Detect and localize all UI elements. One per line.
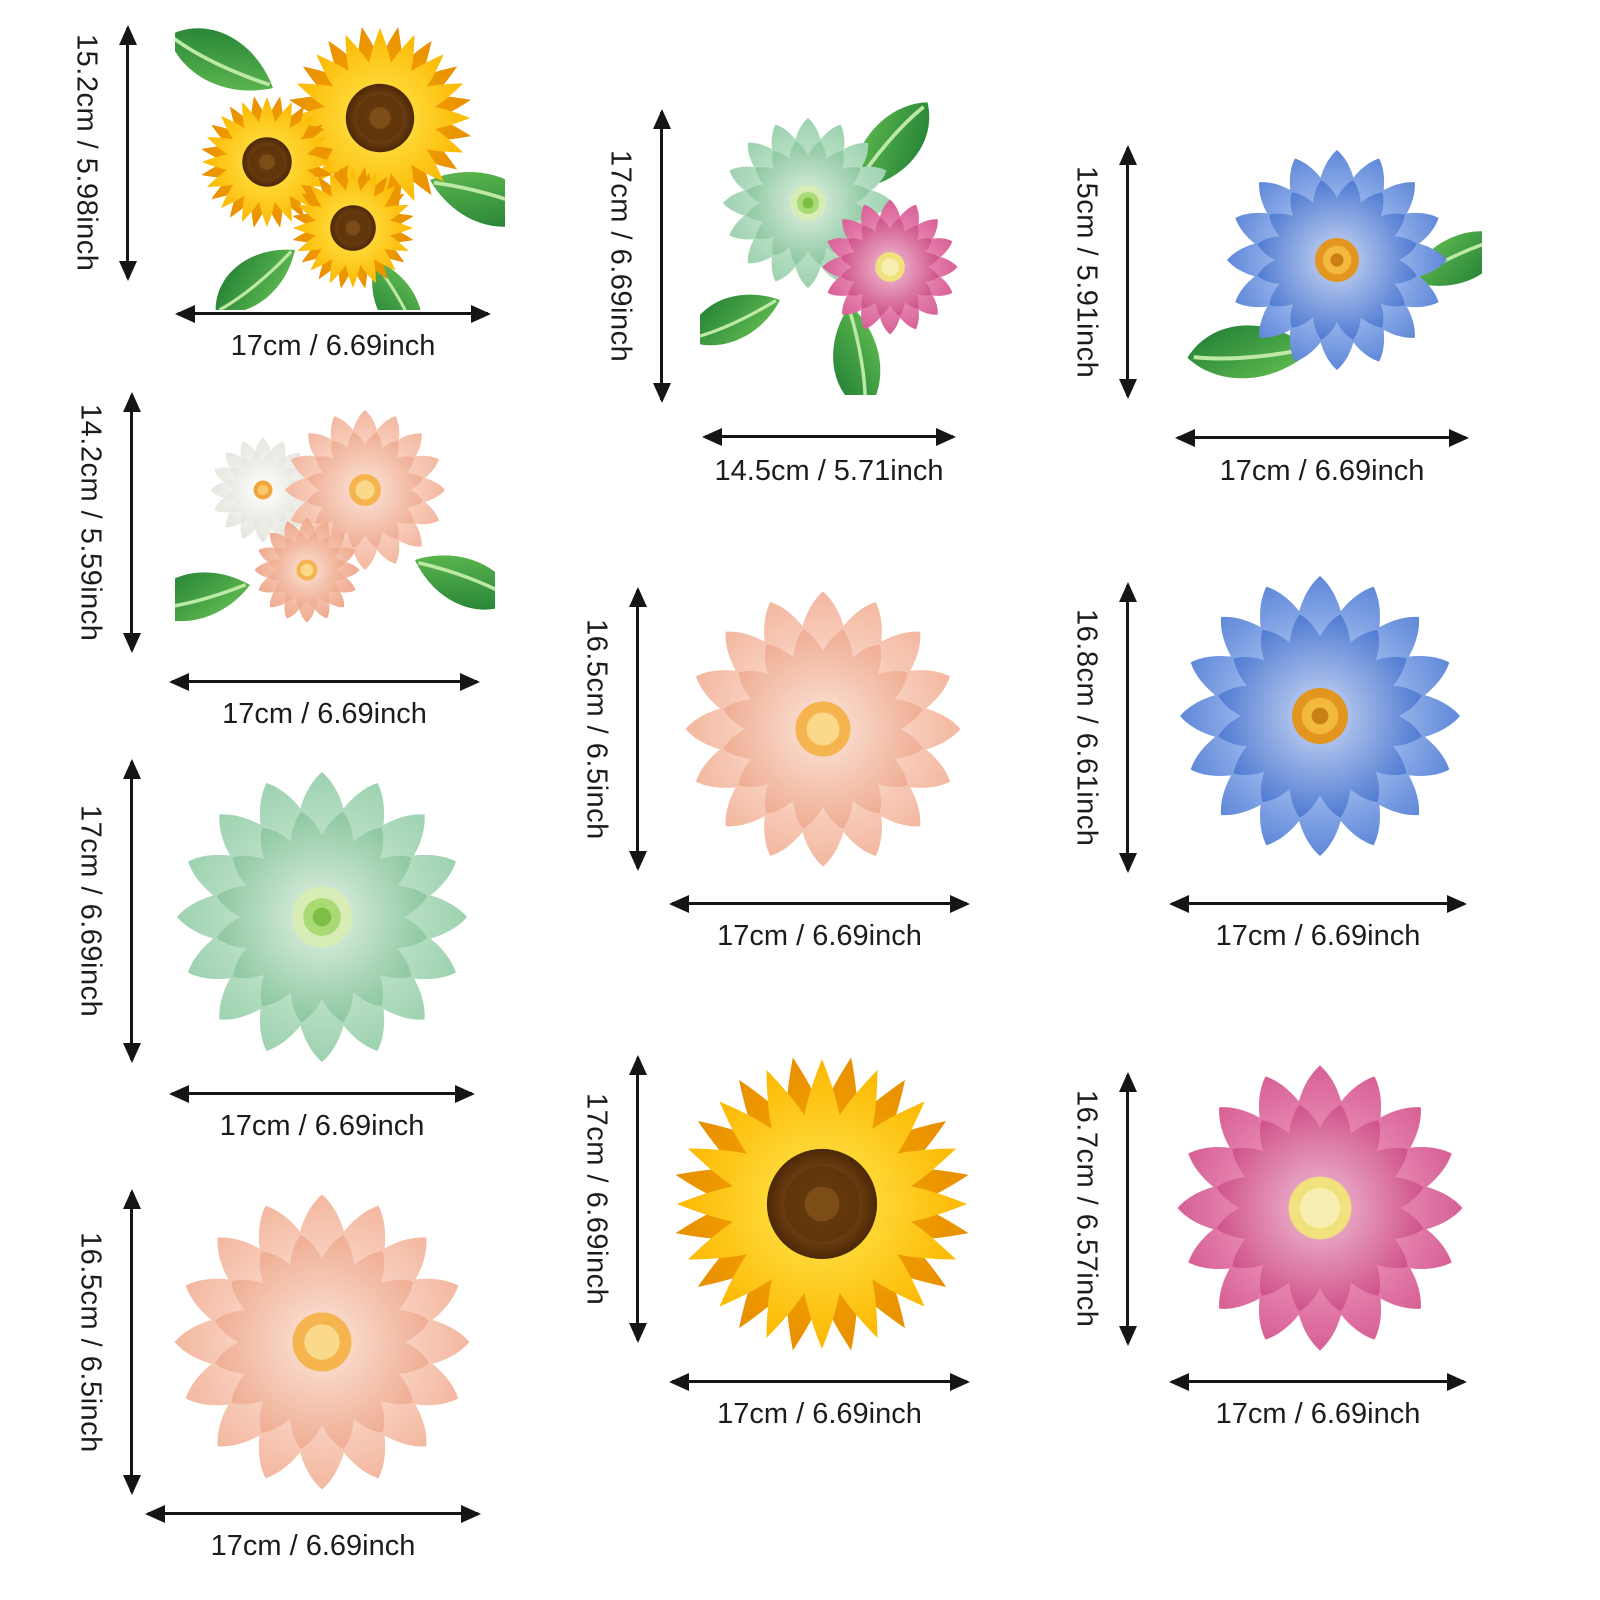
peach-daisy-image [165, 1185, 475, 1495]
width-dimension-arrow [178, 312, 488, 315]
sunflower-image [672, 1052, 972, 1352]
height-dimension-arrow [126, 28, 129, 278]
width-dimension-label: 14.5cm / 5.71inch [714, 455, 944, 487]
width-dimension-arrow [1172, 902, 1464, 905]
width-dimension-arrow [672, 1380, 967, 1383]
height-dimension-arrow [130, 1192, 133, 1492]
height-dimension-label: 16.5cm / 6.5inch [74, 1231, 107, 1453]
width-dimension-label: 17cm / 6.69inch [230, 330, 436, 362]
height-dimension-label: 17cm / 6.69inch [604, 149, 637, 363]
width-dimension-label: 17cm / 6.69inch [222, 698, 427, 730]
width-dimension-arrow [172, 1092, 472, 1095]
height-dimension-arrow [1126, 148, 1129, 396]
width-dimension-arrow [1172, 1380, 1464, 1383]
width-dimension-label: 17cm / 6.69inch [1215, 1398, 1421, 1430]
width-dimension-arrow [148, 1512, 478, 1515]
width-dimension-label: 17cm / 6.69inch [717, 1398, 922, 1430]
width-dimension-label: 17cm / 6.69inch [717, 920, 922, 952]
height-dimension-arrow [1126, 1075, 1129, 1343]
height-dimension-arrow [1126, 585, 1129, 870]
width-dimension-arrow [705, 435, 953, 438]
height-dimension-arrow [130, 762, 133, 1060]
pink-daisy-image [1170, 1058, 1470, 1358]
width-dimension-label: 17cm / 6.69inch [1219, 455, 1425, 487]
height-dimension-label: 14.2cm / 5.59inch [74, 403, 107, 642]
mint-pink-daisy-bouquet-image [700, 95, 980, 395]
height-dimension-arrow [636, 1058, 639, 1340]
height-dimension-label: 15.2cm / 5.98inch [70, 34, 103, 272]
height-dimension-label: 17cm / 6.69inch [580, 1092, 613, 1306]
peach-white-daisy-bouquet-image [175, 390, 495, 634]
width-dimension-label: 17cm / 6.69inch [1215, 920, 1421, 952]
width-dimension-label: 17cm / 6.69inch [210, 1530, 416, 1562]
blue-daisy-with-leaf-image [1172, 130, 1482, 420]
blue-daisy-image [1172, 568, 1467, 863]
height-dimension-arrow [660, 112, 663, 400]
height-dimension-arrow [130, 395, 133, 650]
mint-green-daisy-image [172, 765, 472, 1065]
width-dimension-label: 17cm / 6.69inch [219, 1110, 425, 1142]
width-dimension-arrow [1178, 436, 1466, 439]
height-dimension-label: 16.7cm / 6.57inch [1070, 1090, 1103, 1328]
sunflower-bouquet-image [175, 10, 505, 310]
width-dimension-arrow [172, 680, 477, 683]
height-dimension-label: 15cm / 5.91inch [1070, 165, 1103, 379]
height-dimension-arrow [636, 590, 639, 868]
height-dimension-label: 16.8cm / 6.61inch [1070, 608, 1103, 847]
height-dimension-label: 16.5cm / 6.5inch [580, 618, 613, 840]
peach-daisy-image [678, 582, 968, 872]
width-dimension-arrow [672, 902, 967, 905]
height-dimension-label: 17cm / 6.69inch [74, 804, 107, 1018]
